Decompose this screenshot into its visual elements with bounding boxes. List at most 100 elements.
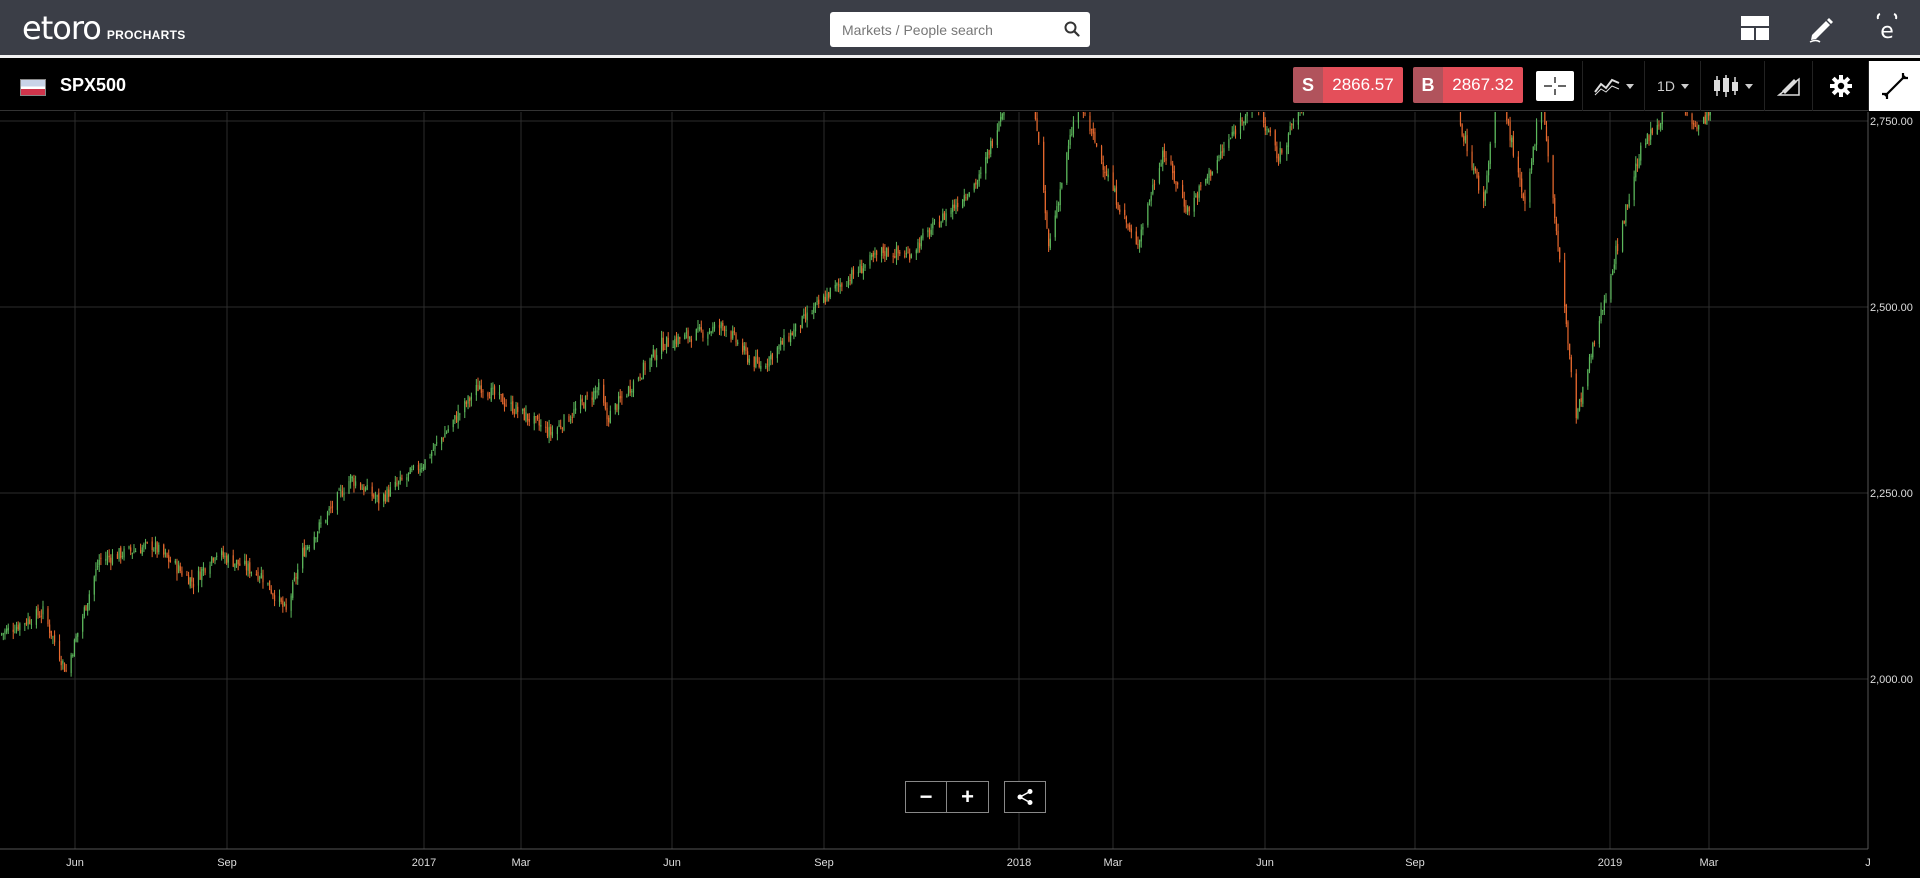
candle-body	[1057, 203, 1060, 206]
candle-body	[1193, 197, 1195, 212]
candle-body	[1582, 386, 1584, 404]
candle-body	[259, 577, 261, 579]
candle-body	[181, 570, 183, 576]
account-button[interactable]: e	[1854, 0, 1920, 55]
candle-body	[363, 486, 365, 493]
candle-body	[1091, 128, 1093, 130]
candle-body	[933, 220, 936, 222]
search-input[interactable]	[842, 12, 1052, 47]
candle-body	[1148, 200, 1151, 202]
candle-body	[189, 577, 191, 587]
candle-body	[100, 557, 102, 559]
candle-body	[378, 493, 380, 504]
candle-body	[421, 468, 423, 470]
collapse-button[interactable]	[1868, 61, 1920, 111]
etoro-logo[interactable]: etoro PROCHARTS	[22, 10, 186, 46]
sell-button[interactable]: S 2866.57	[1293, 67, 1403, 103]
share-button[interactable]	[1004, 781, 1046, 813]
candle-body	[579, 399, 582, 410]
candle-body	[1577, 408, 1579, 419]
x-tick-label: 2018	[1007, 857, 1031, 869]
candle-body	[689, 336, 691, 339]
candle-body	[7, 627, 9, 631]
candle-body	[510, 402, 512, 405]
candle-body	[1089, 115, 1091, 132]
candle-body	[432, 449, 434, 451]
candle-body	[1066, 152, 1068, 183]
settings-button[interactable]	[1812, 61, 1869, 111]
candle-body	[679, 337, 681, 339]
candle-body	[1069, 134, 1071, 145]
crosshair-button[interactable]	[1532, 61, 1578, 111]
candle-body	[376, 495, 378, 497]
candle-body	[662, 337, 664, 351]
candle-body	[1125, 216, 1127, 223]
candle-body	[1698, 124, 1700, 130]
candle-body	[963, 195, 965, 202]
zoom-out-button[interactable]: −	[905, 781, 947, 813]
candle-body	[58, 641, 61, 660]
instrument-symbol: SPX500	[60, 75, 127, 95]
candle-body	[444, 433, 446, 438]
candle-body	[197, 570, 200, 586]
search-icon[interactable]	[1064, 21, 1080, 37]
buy-button[interactable]: B 2867.32	[1413, 67, 1523, 103]
indicators-button[interactable]	[1582, 61, 1645, 111]
candle-body	[957, 202, 959, 208]
candle-body	[573, 409, 575, 417]
candle-body	[932, 222, 934, 229]
candle-body	[225, 555, 228, 564]
us-flag-icon	[20, 79, 46, 96]
candle-body	[424, 459, 426, 469]
candle-body	[282, 600, 284, 608]
candle-body	[707, 333, 709, 339]
candle-body	[320, 522, 322, 524]
candle-body	[128, 546, 130, 549]
candle-body	[596, 390, 598, 393]
candle-body	[1038, 131, 1040, 143]
candle-body	[1694, 125, 1696, 127]
candle-body	[1511, 137, 1513, 143]
candle-body	[285, 604, 287, 610]
candle-body	[1100, 146, 1103, 161]
candle-body	[186, 574, 188, 576]
timeframe-select[interactable]: 1D	[1644, 61, 1701, 111]
candle-body	[841, 283, 843, 287]
candle-body	[1266, 129, 1268, 131]
candle-body	[584, 396, 587, 411]
candle-body	[973, 183, 975, 191]
chart-type-button[interactable]	[1700, 61, 1765, 111]
candle-body	[383, 493, 385, 502]
candle-body	[897, 246, 899, 254]
layout-button[interactable]	[1722, 0, 1788, 55]
candle-body	[330, 507, 332, 509]
candle-body	[608, 417, 610, 422]
candle-body	[143, 544, 145, 548]
candle-body	[1473, 168, 1475, 170]
candle-body	[776, 347, 778, 359]
candle-body	[527, 413, 529, 421]
candle-body	[465, 402, 468, 405]
candle-body	[307, 546, 309, 549]
candle-body	[1648, 135, 1650, 142]
candle-body	[1519, 174, 1521, 180]
drawing-tools-button[interactable]	[1764, 61, 1813, 111]
candle-body	[467, 396, 469, 404]
candle-body	[794, 323, 797, 332]
candle-body	[93, 576, 95, 595]
top-icons: e	[1722, 0, 1920, 55]
candle-body	[412, 465, 415, 468]
edit-button[interactable]	[1788, 0, 1854, 55]
zoom-in-button[interactable]: +	[947, 781, 989, 813]
chart-toolbar: SPX500 S 2866.57 B 2867.32 1D	[0, 61, 1920, 111]
candle-body	[1651, 128, 1653, 134]
candle-body	[756, 355, 759, 362]
candle-body	[1506, 88, 1508, 121]
share-icon	[1017, 789, 1033, 805]
candle-body	[1036, 118, 1038, 131]
candle-body	[1281, 149, 1283, 153]
candle-body	[1658, 124, 1660, 127]
candle-body	[386, 488, 388, 501]
